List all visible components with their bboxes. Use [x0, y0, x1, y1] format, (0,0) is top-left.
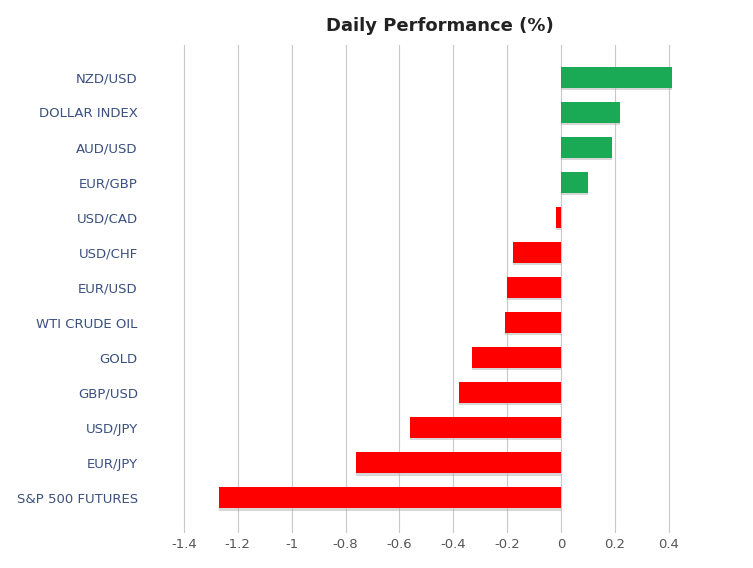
Bar: [459, 403, 561, 406]
Bar: [561, 158, 612, 160]
Bar: [459, 382, 561, 403]
Bar: [561, 137, 612, 158]
Title: Daily Performance (%): Daily Performance (%): [326, 16, 553, 35]
Bar: [513, 242, 561, 263]
Bar: [505, 333, 561, 335]
Bar: [410, 417, 561, 438]
Bar: [556, 228, 561, 230]
Bar: [561, 67, 672, 88]
Bar: [508, 298, 561, 300]
Bar: [561, 193, 588, 195]
Bar: [219, 487, 561, 508]
Bar: [472, 368, 561, 370]
Bar: [472, 347, 561, 368]
Bar: [561, 172, 588, 193]
Bar: [513, 263, 561, 265]
Bar: [556, 207, 561, 228]
Bar: [219, 508, 561, 511]
Bar: [410, 438, 561, 440]
Bar: [508, 277, 561, 298]
Bar: [356, 452, 561, 473]
Bar: [356, 473, 561, 475]
Bar: [561, 123, 620, 125]
Bar: [561, 88, 672, 90]
Bar: [505, 312, 561, 333]
Bar: [561, 102, 620, 123]
